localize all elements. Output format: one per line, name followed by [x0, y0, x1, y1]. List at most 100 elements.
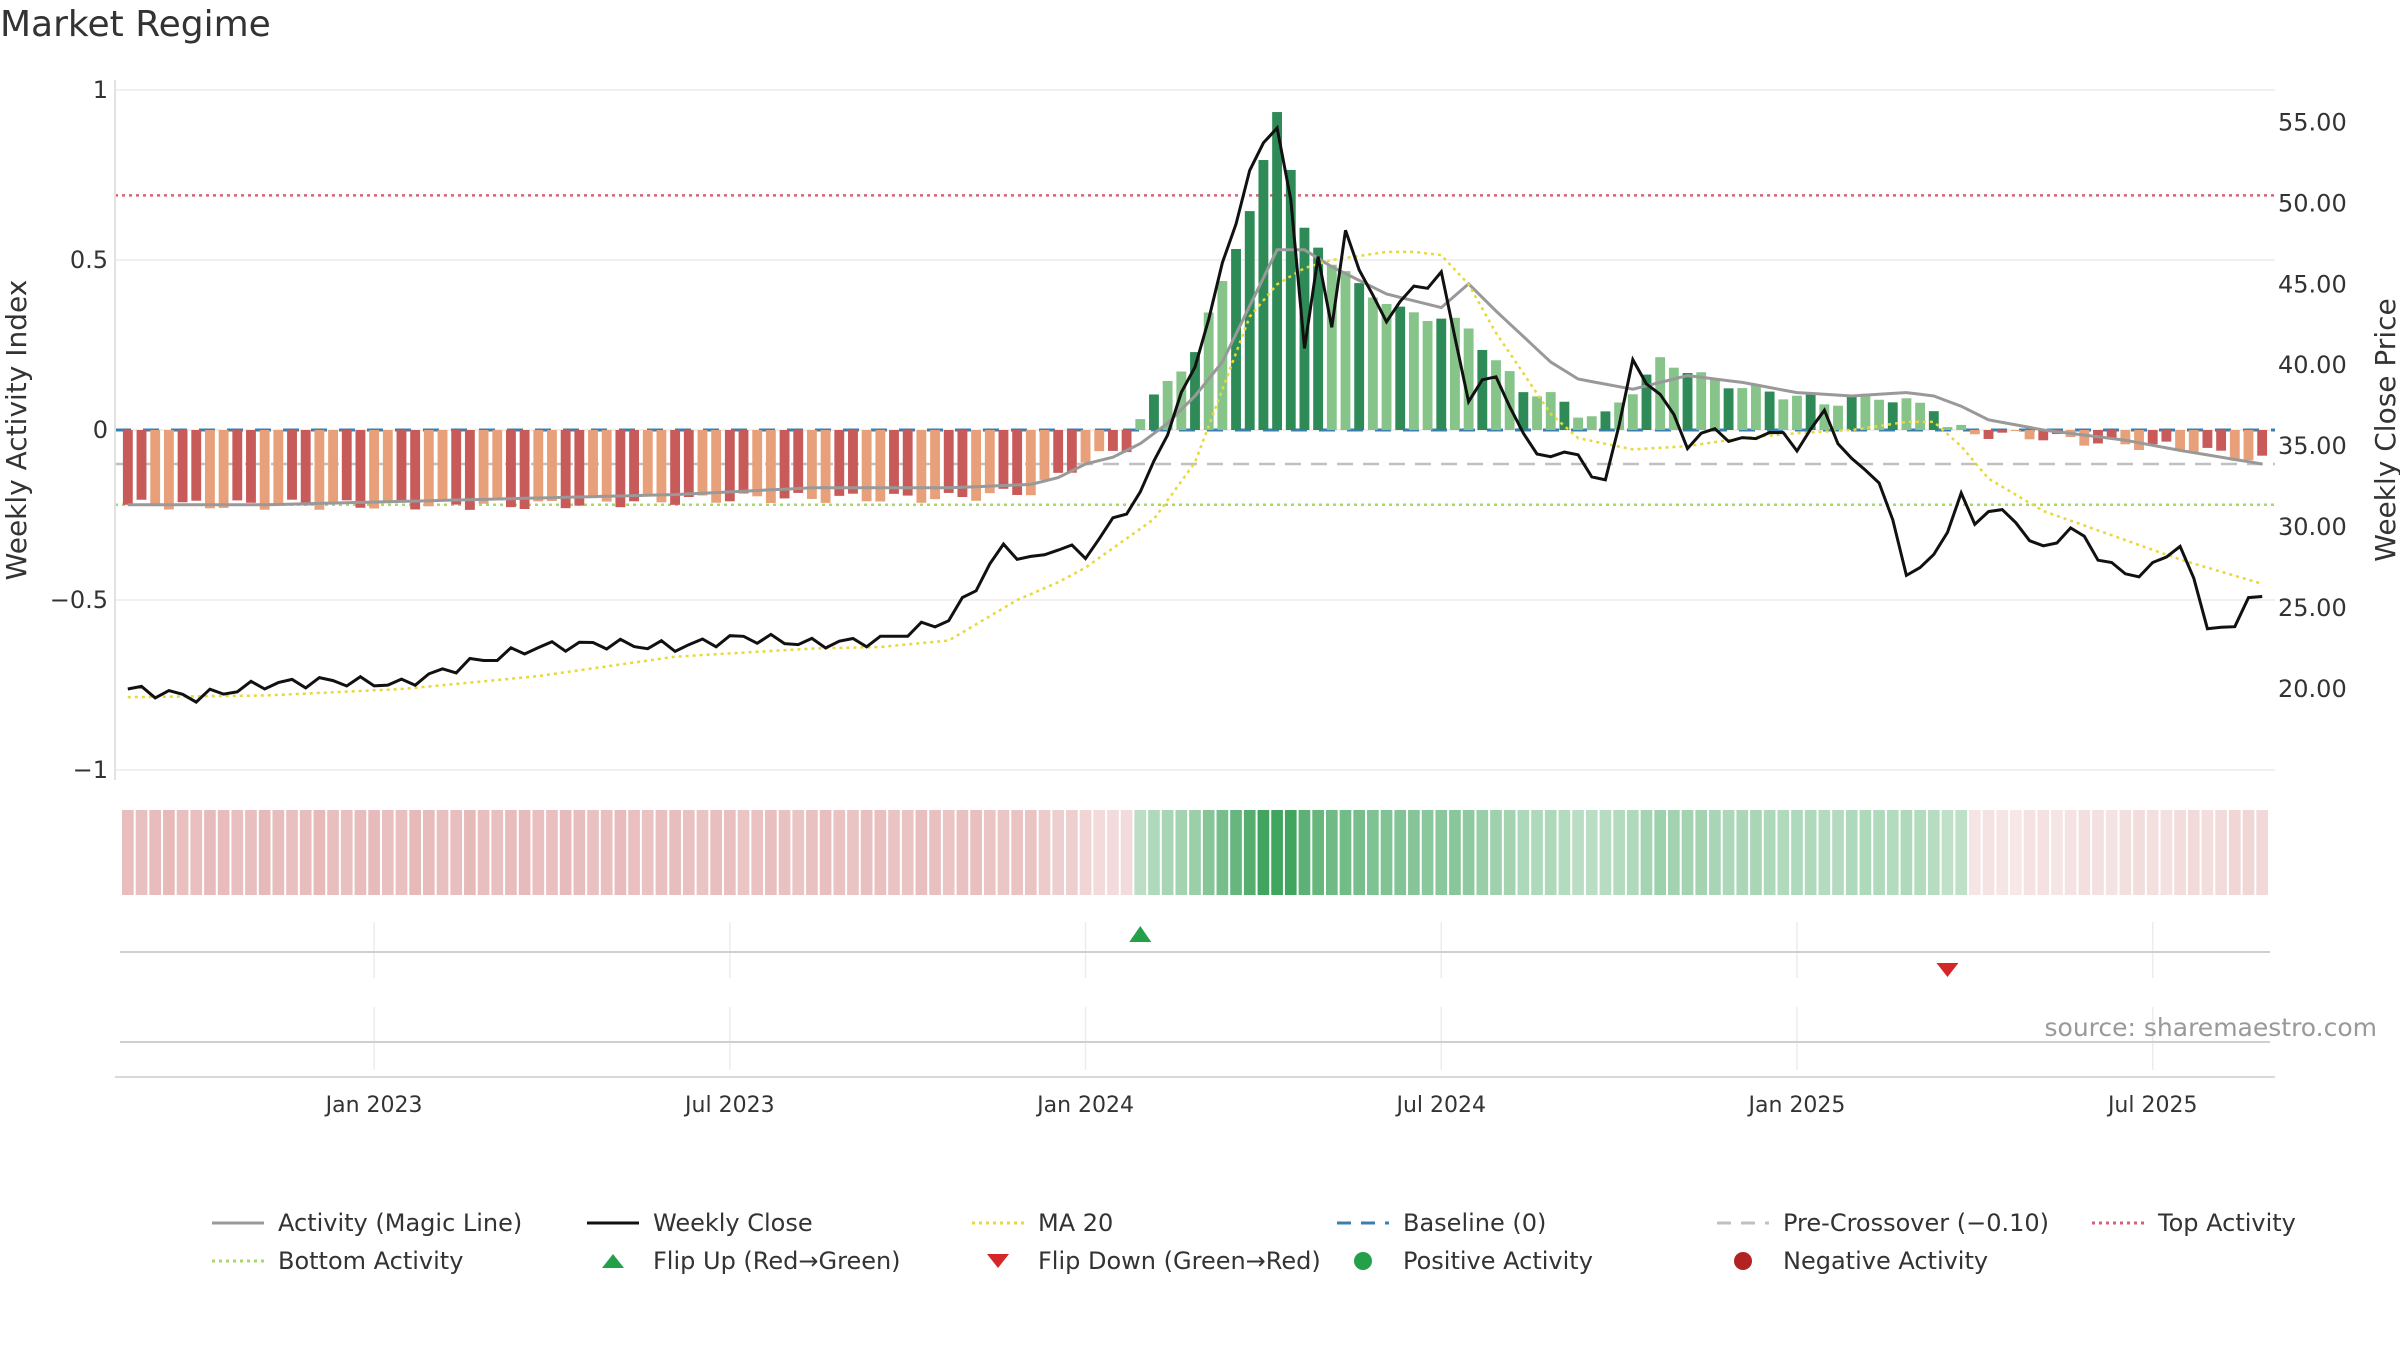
- activity-bar: [163, 430, 174, 510]
- regime-cell: [710, 810, 722, 895]
- activity-bar: [136, 430, 147, 500]
- activity-bar: [1080, 430, 1091, 463]
- activity-bar: [820, 430, 831, 503]
- regime-cell: [2174, 810, 2186, 895]
- activity-bar: [1231, 248, 1241, 430]
- regime-cell: [641, 810, 654, 895]
- legend-swatch: [587, 1221, 639, 1225]
- regime-cell: [1969, 810, 1981, 895]
- activity-bar: [574, 430, 585, 506]
- regime-cell: [464, 810, 476, 895]
- left-tick-label: −0.5: [50, 586, 108, 614]
- regime-cell: [2242, 810, 2255, 895]
- left-tick-label: 1: [93, 76, 108, 104]
- activity-bar: [1203, 312, 1214, 430]
- activity-bar: [478, 430, 489, 504]
- activity-bar: [355, 430, 366, 508]
- right-tick-label: 25.00: [2278, 594, 2347, 622]
- regime-cell: [1216, 810, 1229, 895]
- regime-cell: [1996, 810, 2009, 895]
- activity-bar: [848, 430, 858, 494]
- activity-bar: [615, 430, 626, 508]
- regime-cell: [1982, 810, 1995, 895]
- regime-cell: [450, 810, 463, 895]
- activity-bar: [601, 430, 612, 502]
- activity-bar: [834, 430, 845, 496]
- activity-bar: [1149, 394, 1159, 430]
- activity-bar: [2257, 430, 2268, 456]
- activity-bar: [2134, 430, 2144, 451]
- regime-cell: [614, 810, 627, 895]
- activity-bar: [971, 430, 982, 501]
- activity-bar: [875, 430, 886, 502]
- legend-label: Activity (Magic Line): [278, 1209, 523, 1237]
- regime-cell: [1462, 810, 1475, 895]
- activity-bar: [793, 430, 804, 493]
- activity-bar: [1039, 430, 1050, 480]
- legend-item: Flip Up (Red→Green): [585, 1242, 901, 1280]
- activity-bar: [724, 430, 735, 502]
- regime-cell: [395, 810, 408, 895]
- activity-bar: [930, 430, 940, 500]
- activity-bar: [287, 430, 297, 500]
- regime-cell: [409, 810, 421, 895]
- regime-cell: [1230, 810, 1242, 895]
- activity-bar: [191, 430, 202, 501]
- regime-cell: [1558, 810, 1571, 895]
- regime-cell: [2215, 810, 2227, 895]
- activity-bar: [1641, 374, 1652, 430]
- magic-line: [127, 248, 2263, 507]
- legend-item: Weekly Close: [585, 1204, 813, 1242]
- activity-bar: [1436, 318, 1447, 430]
- regime-cell: [1613, 810, 1625, 895]
- regime-cell: [587, 810, 599, 895]
- activity-bar: [1340, 271, 1351, 430]
- activity-bar: [1354, 283, 1365, 430]
- regime-cell: [1927, 810, 1940, 895]
- activity-bar: [2079, 430, 2090, 446]
- activity-bar: [1928, 411, 1939, 430]
- gridlines: [115, 89, 2275, 1070]
- regime-cell: [1312, 810, 1324, 895]
- activity-bar: [1833, 405, 1843, 430]
- regime-cell: [1763, 810, 1776, 895]
- activity-bar: [889, 430, 899, 494]
- regime-cell: [559, 810, 572, 895]
- regime-cell: [1271, 810, 1283, 895]
- regime-cell: [1134, 810, 1147, 895]
- left-tick-label: 0: [93, 416, 108, 444]
- regime-cell: [2023, 810, 2036, 895]
- activity-bar: [1983, 430, 1994, 439]
- activity-bar: [273, 430, 284, 506]
- regime-cell: [1818, 810, 1831, 895]
- regime-cell: [1955, 810, 1968, 895]
- activity-bar: [122, 430, 133, 505]
- legend-item: Pre-Crossover (−0.10): [1715, 1204, 2049, 1242]
- regime-cell: [422, 810, 435, 895]
- activity-bar: [1682, 373, 1693, 430]
- regime-cell: [1654, 810, 1667, 895]
- regime-cell: [860, 810, 873, 895]
- regime-cell: [1421, 810, 1434, 895]
- activity-bar: [629, 430, 639, 502]
- legend-swatch: [1354, 1252, 1372, 1270]
- activity-bar: [2202, 430, 2213, 448]
- activity-bar: [2229, 430, 2240, 461]
- left-axis-label: Weekly Activity Index: [0, 280, 33, 581]
- regime-cell: [1052, 810, 1065, 895]
- activity-bar: [1244, 211, 1255, 430]
- regime-cell: [1189, 810, 1201, 895]
- swatch-dot: [1734, 1252, 1752, 1270]
- activity-bar: [1367, 297, 1378, 430]
- regime-cell: [1900, 810, 1913, 895]
- regime-cell: [1380, 810, 1393, 895]
- activity-bar: [1614, 402, 1625, 430]
- regime-cell: [1120, 810, 1133, 895]
- regime-cell: [1709, 810, 1721, 895]
- legend-item: Positive Activity: [1335, 1242, 1593, 1280]
- activity-bar: [1751, 384, 1761, 430]
- activity-bar: [916, 430, 927, 503]
- activity-bar: [1491, 360, 1501, 430]
- activity-bar: [1586, 416, 1597, 430]
- right-axis-label: Weekly Close Price: [2369, 298, 2400, 561]
